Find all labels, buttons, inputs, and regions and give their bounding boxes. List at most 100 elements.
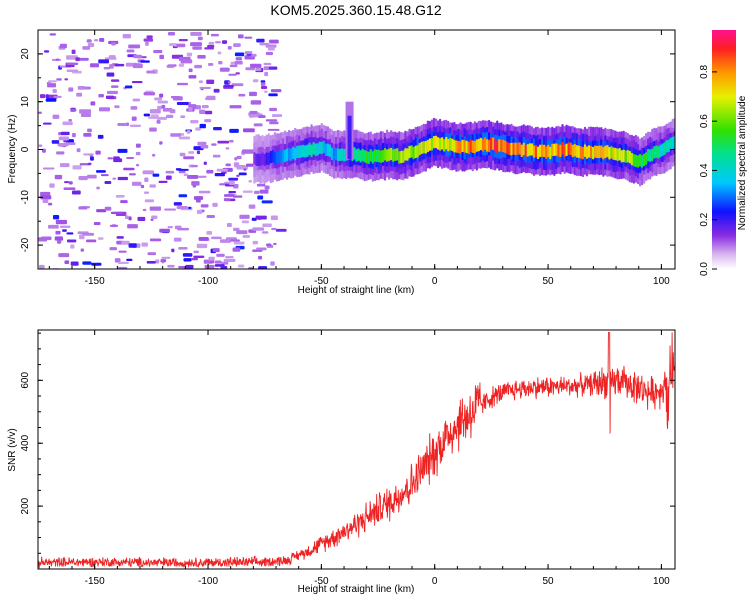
noise-cell bbox=[228, 177, 239, 181]
signal-cell bbox=[463, 140, 466, 153]
noise-cell bbox=[114, 105, 120, 109]
noise-cell bbox=[40, 191, 51, 197]
signal-cell bbox=[622, 149, 625, 163]
noise-cell bbox=[159, 228, 170, 233]
noise-cell bbox=[261, 200, 273, 204]
signal-cell bbox=[526, 144, 529, 157]
noise-cell bbox=[83, 133, 92, 137]
noise-cell bbox=[219, 239, 231, 243]
colorbar-tick-label: 0.4 bbox=[699, 163, 710, 177]
noise-cell bbox=[227, 81, 231, 84]
signal-cell bbox=[398, 151, 401, 164]
snr-xtick-label: 50 bbox=[542, 576, 554, 587]
noise-cell bbox=[58, 136, 70, 141]
noise-cell bbox=[140, 60, 150, 63]
noise-cell bbox=[229, 180, 235, 186]
colorbar-label: Normalized spectral amplitude bbox=[737, 95, 748, 230]
signal-cell bbox=[490, 137, 493, 150]
noise-cell bbox=[208, 62, 214, 66]
signal-cell bbox=[608, 147, 611, 160]
noise-cell bbox=[87, 174, 97, 179]
signal-cell bbox=[665, 140, 668, 153]
signal-cell bbox=[261, 152, 264, 165]
spectrogram-xtick-label: 50 bbox=[542, 276, 554, 287]
noise-cell bbox=[233, 43, 241, 48]
noise-cell bbox=[155, 259, 160, 264]
signal-cell bbox=[312, 142, 315, 155]
signal-cell bbox=[612, 147, 615, 160]
signal-cell bbox=[322, 140, 325, 154]
noise-cell bbox=[233, 184, 239, 189]
noise-cell bbox=[212, 248, 220, 253]
noise-cell bbox=[212, 154, 221, 158]
noise-cell bbox=[150, 218, 154, 221]
noise-cell bbox=[264, 90, 268, 93]
signal-cell bbox=[528, 143, 531, 156]
noise-cell bbox=[122, 33, 131, 39]
noise-cell bbox=[135, 143, 141, 148]
signal-cell bbox=[473, 141, 476, 154]
noise-cell bbox=[186, 52, 193, 57]
signal-cell bbox=[367, 151, 370, 165]
noise-cell bbox=[188, 151, 195, 154]
noise-cell bbox=[98, 94, 104, 98]
noise-cell bbox=[131, 81, 143, 84]
noise-cell bbox=[59, 43, 67, 49]
noise-cell bbox=[231, 83, 244, 87]
noise-cell bbox=[70, 261, 79, 266]
noise-cell bbox=[131, 181, 142, 186]
signal-cell bbox=[330, 147, 334, 160]
noise-cell bbox=[45, 98, 57, 102]
noise-cell bbox=[104, 206, 112, 211]
noise-cell bbox=[176, 82, 189, 86]
noise-cell bbox=[76, 92, 83, 97]
signal-cell bbox=[632, 154, 636, 167]
signal-cell bbox=[424, 141, 427, 154]
signal-cell bbox=[663, 142, 666, 155]
noise-cell bbox=[143, 92, 156, 96]
noise-cell bbox=[225, 256, 234, 259]
signal-cell bbox=[259, 153, 262, 167]
noise-cell bbox=[216, 253, 225, 257]
noise-cell bbox=[142, 170, 155, 175]
noise-cell bbox=[256, 183, 266, 187]
noise-cell bbox=[204, 264, 215, 269]
noise-cell bbox=[152, 173, 160, 177]
noise-cell bbox=[114, 63, 125, 67]
noise-cell bbox=[64, 260, 70, 264]
noise-cell bbox=[165, 170, 175, 174]
noise-cell bbox=[195, 199, 201, 203]
noise-cell bbox=[242, 190, 253, 193]
noise-cell bbox=[156, 116, 167, 120]
signal-cell bbox=[510, 142, 513, 156]
noise-cell bbox=[103, 67, 111, 70]
snr-series-line bbox=[38, 331, 675, 569]
noise-cell bbox=[48, 202, 53, 206]
signal-cell bbox=[447, 139, 450, 152]
signal-cell bbox=[555, 143, 558, 156]
noise-cell bbox=[173, 202, 182, 206]
colorbar: 0.0 0.2 0.4 0.6 0.8 Normalized spectral ampl… bbox=[699, 30, 748, 276]
noise-cell bbox=[135, 151, 141, 156]
signal-cell bbox=[455, 140, 458, 153]
noise-cell bbox=[190, 32, 202, 36]
signal-cell bbox=[649, 149, 652, 162]
noise-cell bbox=[120, 200, 128, 204]
noise-cell bbox=[79, 57, 89, 61]
signal-cell bbox=[563, 144, 566, 158]
noise-cell bbox=[225, 163, 231, 167]
signal-cell bbox=[604, 145, 607, 159]
noise-cell bbox=[39, 94, 46, 99]
noise-cell bbox=[198, 190, 211, 194]
noise-cell bbox=[128, 243, 137, 248]
noise-cell bbox=[171, 248, 175, 253]
noise-cell bbox=[248, 204, 256, 209]
noise-cell bbox=[245, 67, 255, 71]
signal-cell bbox=[320, 141, 323, 155]
signal-cell bbox=[306, 144, 309, 157]
signal-cell bbox=[477, 138, 480, 152]
noise-cell bbox=[105, 95, 114, 100]
signal-cell bbox=[373, 149, 376, 162]
spectrogram-xtick-label: 0 bbox=[432, 276, 438, 287]
noise-cell bbox=[256, 247, 267, 251]
